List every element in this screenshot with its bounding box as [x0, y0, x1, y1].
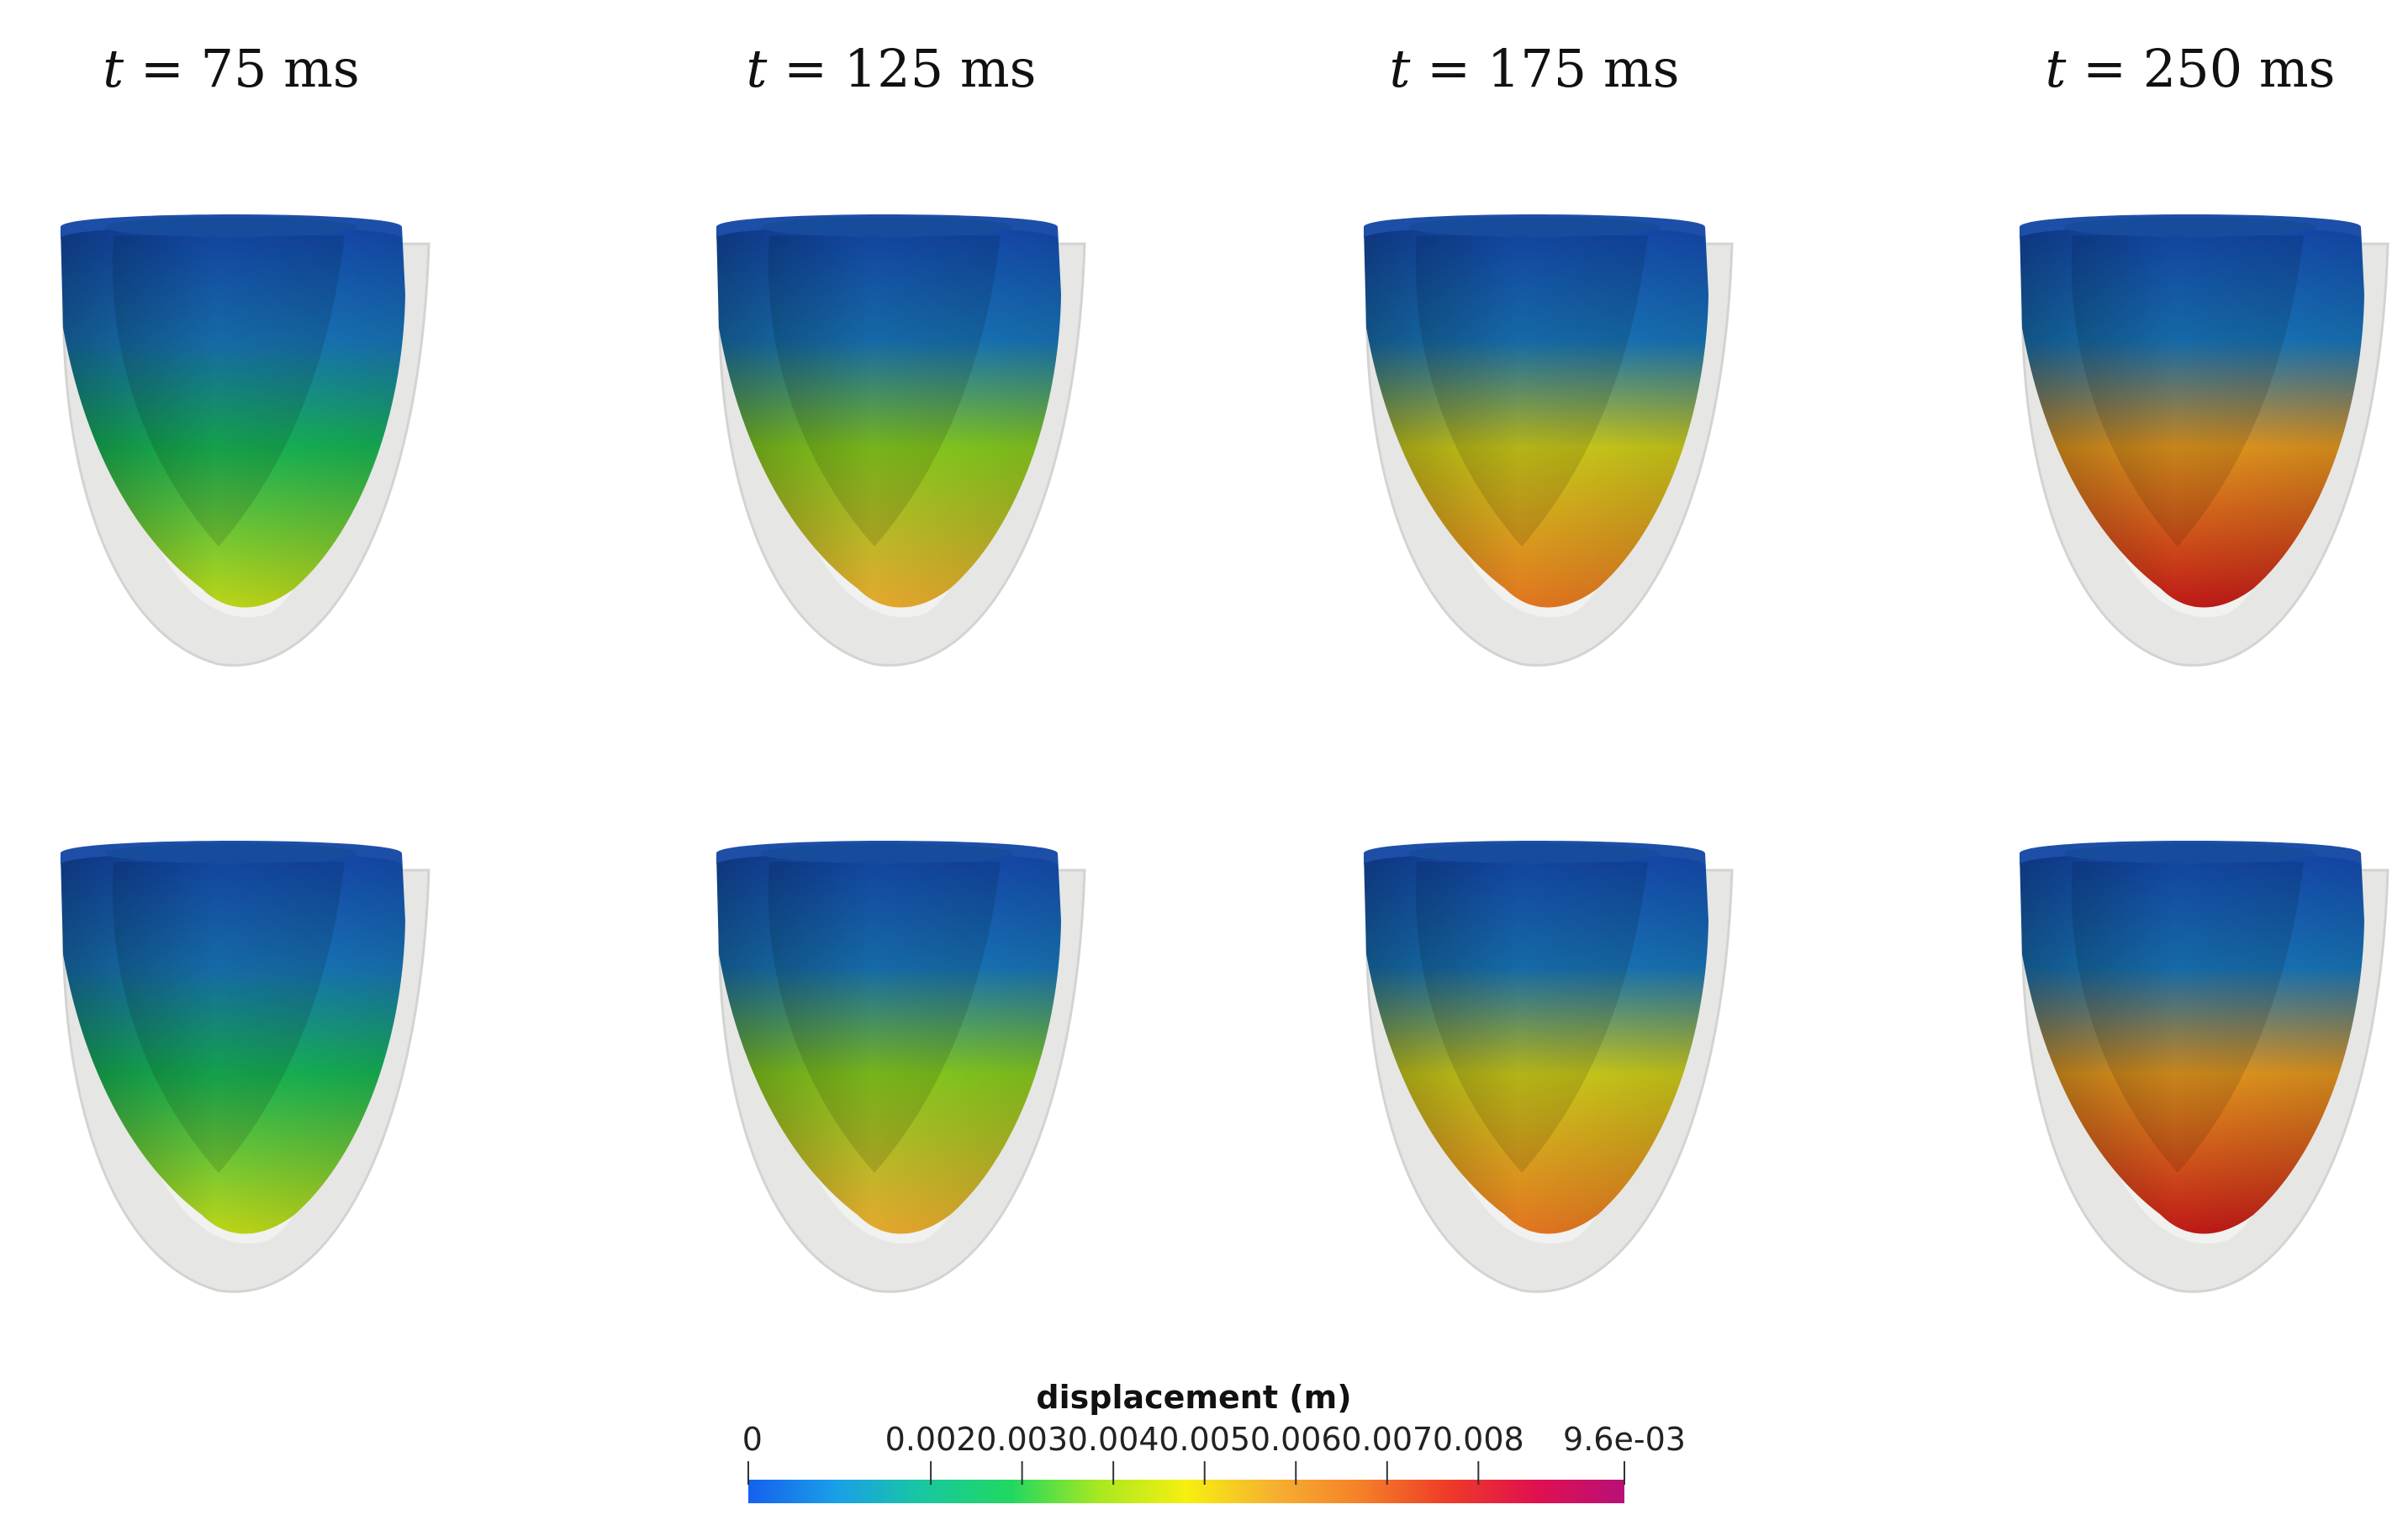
myocardium-shading: [61, 853, 405, 1234]
heart-render-row2-col4: [1984, 820, 2408, 1358]
colorbar-tick-label: 0.002: [885, 1421, 977, 1458]
colorbar-title: displacement (m): [1036, 1379, 1352, 1416]
time-label-175ms: t = 175 ms: [1389, 38, 1680, 99]
colorbar-min-label: 0: [742, 1421, 763, 1458]
inner-cavity-wall: [768, 862, 1001, 1173]
inner-cavity-wall: [2071, 235, 2304, 546]
cut-opening: [105, 843, 357, 863]
colorbar-gradient: [748, 1480, 1624, 1503]
colorbar-tick-label: 0.007: [1341, 1421, 1434, 1458]
time-label-250ms: t = 250 ms: [2045, 38, 2336, 99]
heart-render-row2-col3: [1328, 820, 1766, 1358]
myocardium-shading: [61, 227, 405, 608]
cut-opening: [761, 843, 1013, 863]
myocardium-shading: [1364, 853, 1708, 1234]
colorbar-tick-label: 0.005: [1159, 1421, 1251, 1458]
heart-render-row1-col4: [1984, 193, 2408, 731]
myocardium-shading: [1364, 227, 1708, 608]
time-label-125ms: t = 125 ms: [746, 38, 1037, 99]
myocardium-shading: [2020, 227, 2364, 608]
colorbar-tick-label: 0.006: [1249, 1421, 1342, 1458]
inner-cavity-wall: [1415, 235, 1648, 546]
inner-cavity-wall: [768, 235, 1001, 546]
heart-render-row1-col1: [25, 193, 462, 731]
cut-opening: [105, 217, 357, 237]
inner-cavity-wall: [1415, 862, 1648, 1173]
colorbar-tick-label: 0.003: [976, 1421, 1069, 1458]
colorbar-tick-label: 0.008: [1432, 1421, 1524, 1458]
cut-opening: [2064, 843, 2316, 863]
heart-render-row1-col3: [1328, 193, 1766, 731]
time-label-75ms: t = 75 ms: [103, 38, 360, 99]
inner-cavity-wall: [112, 862, 345, 1173]
cut-opening: [761, 217, 1013, 237]
myocardium-shading: [2020, 853, 2364, 1234]
myocardium-shading: [716, 853, 1061, 1234]
myocardium-shading: [716, 227, 1061, 608]
cut-opening: [1408, 843, 1661, 863]
heart-render-row1-col2: [681, 193, 1118, 731]
inner-cavity-wall: [2071, 862, 2304, 1173]
heart-render-row2-col2: [681, 820, 1118, 1358]
cut-opening: [2064, 217, 2316, 237]
colorbar-max-label: 9.6e-03: [1563, 1421, 1686, 1458]
heart-render-row2-col1: [25, 820, 462, 1358]
inner-cavity-wall: [112, 235, 345, 546]
cut-opening: [1408, 217, 1661, 237]
colorbar-tick-label: 0.004: [1067, 1421, 1159, 1458]
colorbar: [747, 1461, 1625, 1503]
